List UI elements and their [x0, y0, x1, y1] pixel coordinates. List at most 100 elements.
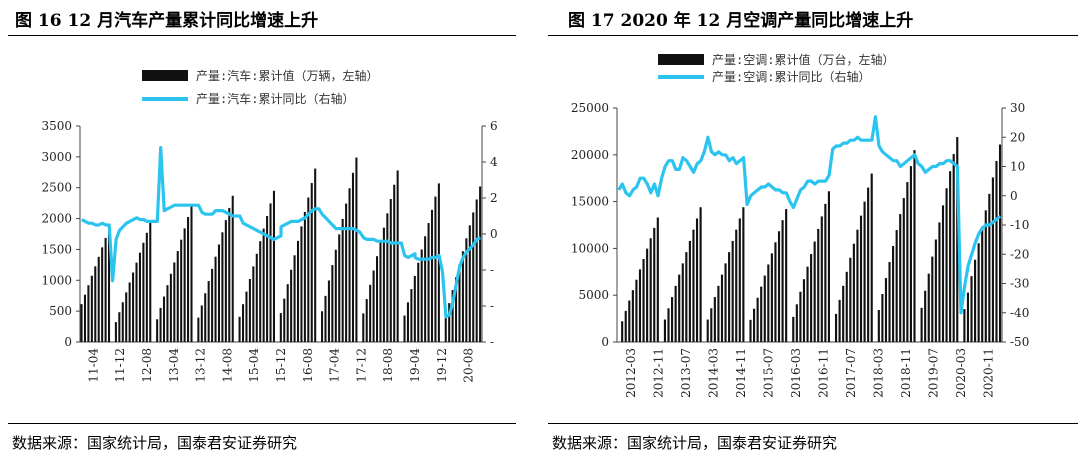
right-bar	[949, 171, 952, 342]
right-bar	[845, 271, 848, 342]
left-x-tick-label: 17-12	[354, 348, 368, 383]
right-bar	[941, 205, 945, 342]
left-bar	[180, 239, 183, 342]
right-bar	[638, 269, 642, 342]
left-bar	[303, 211, 306, 342]
right-bar	[870, 173, 873, 342]
right-bar	[674, 285, 677, 342]
right-right-tick-label: 0	[1010, 189, 1018, 203]
left-bar	[200, 305, 203, 342]
right-bar	[877, 310, 880, 342]
right-bar	[731, 240, 734, 342]
left-bar	[214, 256, 217, 342]
right-x-tick-label: 2018-11	[899, 348, 913, 398]
left-x-tick-label: 11-12	[113, 348, 127, 383]
left-bar	[396, 170, 399, 342]
right-bar	[795, 304, 798, 342]
right-bar	[806, 266, 809, 342]
left-bar	[479, 186, 482, 342]
left-bar	[355, 157, 358, 342]
right-bar	[991, 177, 994, 342]
right-legend-bar-swatch	[658, 54, 704, 65]
left-bar	[279, 313, 282, 342]
left-bar	[149, 222, 152, 342]
right-bar	[717, 285, 720, 342]
left-bar	[211, 268, 214, 342]
left-x-tick-label: 17-04	[328, 348, 342, 383]
right-bar	[824, 203, 827, 342]
left-bar	[173, 262, 176, 342]
right-bar	[777, 231, 781, 342]
right-yoy-line	[617, 115, 1002, 315]
right-bar	[663, 319, 667, 342]
right-bar	[952, 154, 955, 342]
left-bar	[269, 203, 272, 342]
left-bar	[121, 302, 124, 342]
right-bar	[767, 264, 770, 342]
right-x-tick-label: 2013-07	[679, 348, 693, 398]
right-bar	[692, 229, 695, 342]
right-x-tick-label: 2012-03	[624, 348, 638, 398]
right-bar	[966, 292, 970, 342]
right-right-tick-label: 30	[1010, 101, 1025, 115]
right-right-tick-label: -10	[1010, 218, 1029, 232]
left-bar	[187, 216, 190, 342]
left-bar	[468, 225, 471, 342]
left-bar	[362, 313, 365, 342]
right-bar	[895, 230, 898, 342]
right-bar	[981, 226, 984, 342]
right-right-tick-label: -40	[1010, 306, 1029, 320]
right-bar	[995, 160, 998, 342]
left-bar	[87, 285, 90, 342]
left-bar	[290, 269, 293, 342]
left-bar	[348, 188, 351, 342]
right-bar	[681, 263, 684, 342]
right-bar	[902, 198, 905, 342]
left-bar	[80, 304, 83, 342]
left-bar	[334, 249, 337, 342]
right-bar	[738, 218, 741, 342]
left-bar	[331, 265, 334, 342]
left-left-tick-label: 0	[64, 335, 72, 349]
left-bar	[272, 190, 275, 342]
right-right-tick-label: 20	[1010, 130, 1025, 144]
right-bar	[688, 240, 691, 342]
left-bar	[293, 255, 296, 342]
left-bar	[461, 251, 464, 342]
right-bar	[838, 299, 841, 342]
right-x-tick-label: 2012-11	[651, 348, 665, 398]
right-bar	[842, 285, 845, 342]
right-bar	[977, 243, 980, 342]
left-bar	[224, 220, 227, 342]
right-bar	[924, 290, 927, 342]
right-bar	[774, 242, 777, 342]
left-right-tick-label: 4	[490, 155, 498, 169]
left-bar	[138, 252, 141, 342]
right-bar	[909, 166, 912, 342]
right-bar	[642, 259, 645, 342]
left-bar	[83, 294, 87, 342]
left-bar	[420, 249, 423, 342]
left-bar	[379, 241, 382, 342]
right-bar	[646, 248, 649, 342]
left-bar	[406, 302, 409, 342]
right-bar	[742, 207, 745, 342]
right-bar	[881, 294, 884, 342]
left-bar	[217, 244, 221, 342]
left-bar	[372, 270, 375, 342]
left-bar	[458, 264, 461, 342]
left-bar	[259, 241, 262, 342]
left-left-tick-label: 2500	[41, 181, 72, 195]
right-x-tick-label: 2020-11	[981, 348, 995, 398]
left-bar	[283, 298, 286, 342]
right-bar	[671, 297, 674, 342]
right-bar	[913, 150, 916, 342]
right-bar	[817, 228, 820, 342]
left-legend-bar-label: 产量:汽车:累计值（万辆，左轴）	[196, 68, 378, 83]
left-bar	[176, 251, 179, 342]
left-bar	[472, 212, 475, 342]
left-bar	[114, 322, 117, 342]
right-x-tick-label: 2018-03	[871, 348, 885, 398]
left-bar	[437, 183, 440, 342]
